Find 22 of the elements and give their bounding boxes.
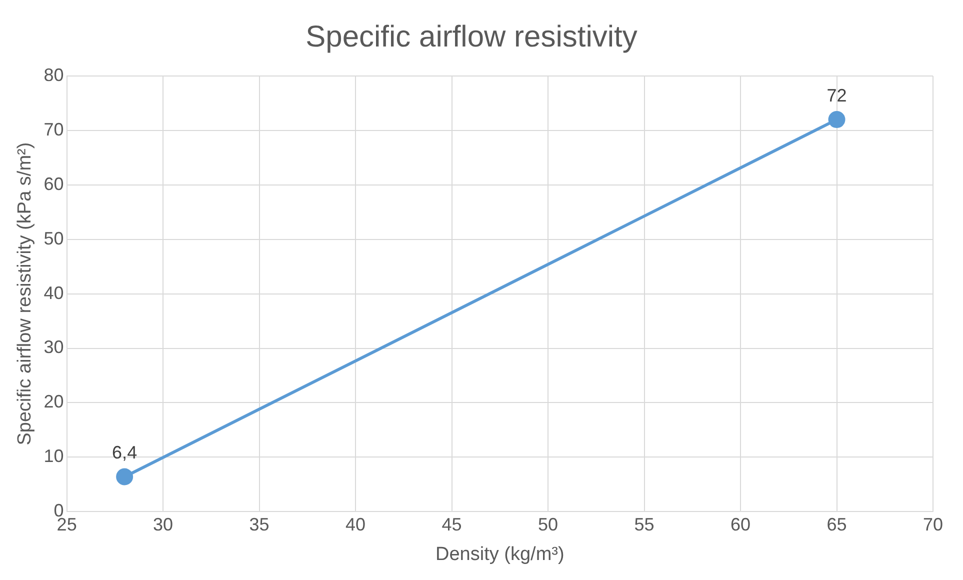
y-tick-label: 70: [44, 119, 64, 140]
y-tick-label: 80: [44, 64, 64, 85]
x-tick-label: 35: [249, 514, 270, 534]
y-tick-label: 10: [44, 446, 64, 466]
chart-title: Specific airflow resistivity: [306, 20, 638, 54]
y-tick-label: 50: [44, 228, 64, 248]
x-tick-label: 65: [826, 514, 847, 534]
y-tick-label: 20: [44, 392, 64, 412]
data-label: 6,4: [112, 442, 138, 463]
x-tick-label: 55: [634, 514, 654, 534]
y-tick-label: 60: [44, 174, 64, 194]
x-tick-label: 40: [346, 514, 366, 534]
y-tick-label: 40: [44, 282, 64, 303]
x-axis-title: Density (kg/m³): [436, 544, 564, 565]
x-tick-label: 30: [153, 514, 174, 534]
y-tick-label: 30: [44, 337, 64, 358]
x-tick-label: 50: [538, 514, 558, 534]
y-axis-title: Specific airflow resistivity (kPa s/m²): [14, 142, 36, 446]
data-label: 72: [826, 86, 847, 106]
x-tick-label: 45: [442, 514, 462, 534]
x-tick-label: 60: [730, 514, 751, 534]
x-tick-label: 70: [922, 514, 944, 534]
